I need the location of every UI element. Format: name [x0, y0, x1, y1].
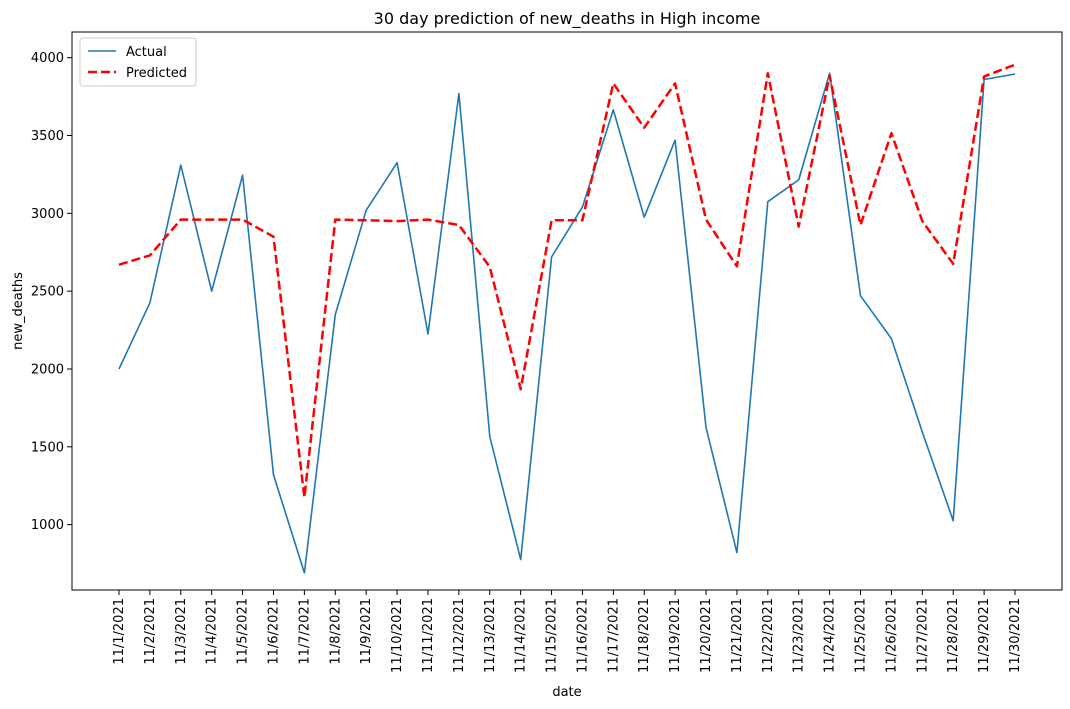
x-tick-label: 11/2/2021: [143, 598, 158, 665]
x-tick-label: 11/14/2021: [514, 598, 529, 673]
x-tick-label: 11/19/2021: [668, 598, 683, 673]
series-line-predicted: [118, 63, 1016, 499]
y-tick-label: 1500: [31, 440, 64, 455]
x-tick-label: 11/22/2021: [761, 598, 776, 673]
y-tick-label: 3000: [31, 207, 64, 222]
series-line-actual: [118, 72, 1016, 574]
x-tick-label: 11/27/2021: [915, 598, 930, 673]
plot-area: [71, 31, 1063, 591]
x-tick-label: 11/25/2021: [854, 598, 869, 673]
x-tick-label: 11/7/2021: [297, 598, 312, 665]
legend-label-predicted: Predicted: [126, 66, 187, 81]
x-tick-label: 11/18/2021: [637, 598, 652, 673]
x-tick-label: 11/3/2021: [174, 598, 189, 665]
x-tick-label: 11/5/2021: [236, 598, 251, 665]
x-tick-label: 11/30/2021: [1008, 598, 1023, 673]
y-tick-label: 2500: [31, 285, 64, 300]
chart-title: 30 day prediction of new_deaths in High …: [374, 9, 761, 29]
legend-label-actual: Actual: [126, 45, 167, 60]
x-tick-label: 11/15/2021: [545, 598, 560, 673]
x-tick-label: 11/28/2021: [946, 598, 961, 673]
x-tick-label: 11/29/2021: [977, 598, 992, 673]
x-tick-label: 11/8/2021: [328, 598, 343, 665]
x-tick-label: 11/24/2021: [823, 598, 838, 673]
y-axis-label: new_deaths: [11, 272, 26, 350]
x-tick-label: 11/13/2021: [483, 598, 498, 673]
series-lines: [118, 63, 1016, 574]
y-ticks: 1000 1500 2000 2500 3000 3500 4000: [31, 51, 72, 533]
y-tick-label: 1000: [31, 518, 64, 533]
x-tick-label: 11/21/2021: [730, 598, 745, 673]
x-tick-label: 11/1/2021: [112, 598, 127, 665]
y-tick-label: 3500: [31, 129, 64, 144]
x-tick-label: 11/26/2021: [884, 598, 899, 673]
x-tick-label: 11/10/2021: [390, 598, 405, 673]
legend-box: [79, 37, 197, 87]
legend: Actual Predicted: [79, 37, 197, 87]
x-tick-label: 11/12/2021: [452, 598, 467, 673]
x-tick-label: 11/4/2021: [205, 598, 220, 665]
x-tick-label: 11/11/2021: [421, 598, 436, 673]
x-tick-label: 11/6/2021: [266, 598, 281, 665]
x-tick-label: 11/17/2021: [606, 598, 621, 673]
x-tick-label: 11/16/2021: [575, 598, 590, 673]
x-tick-label: 11/23/2021: [792, 598, 807, 673]
x-tick-label: 11/9/2021: [359, 598, 374, 665]
y-tick-label: 2000: [31, 362, 64, 377]
x-tick-label: 11/20/2021: [699, 598, 714, 673]
x-axis-label: date: [552, 685, 581, 700]
y-tick-label: 4000: [31, 51, 64, 66]
x-ticks: 11/1/2021 11/2/2021 11/3/2021 11/4/2021 11/5…: [112, 590, 1023, 673]
